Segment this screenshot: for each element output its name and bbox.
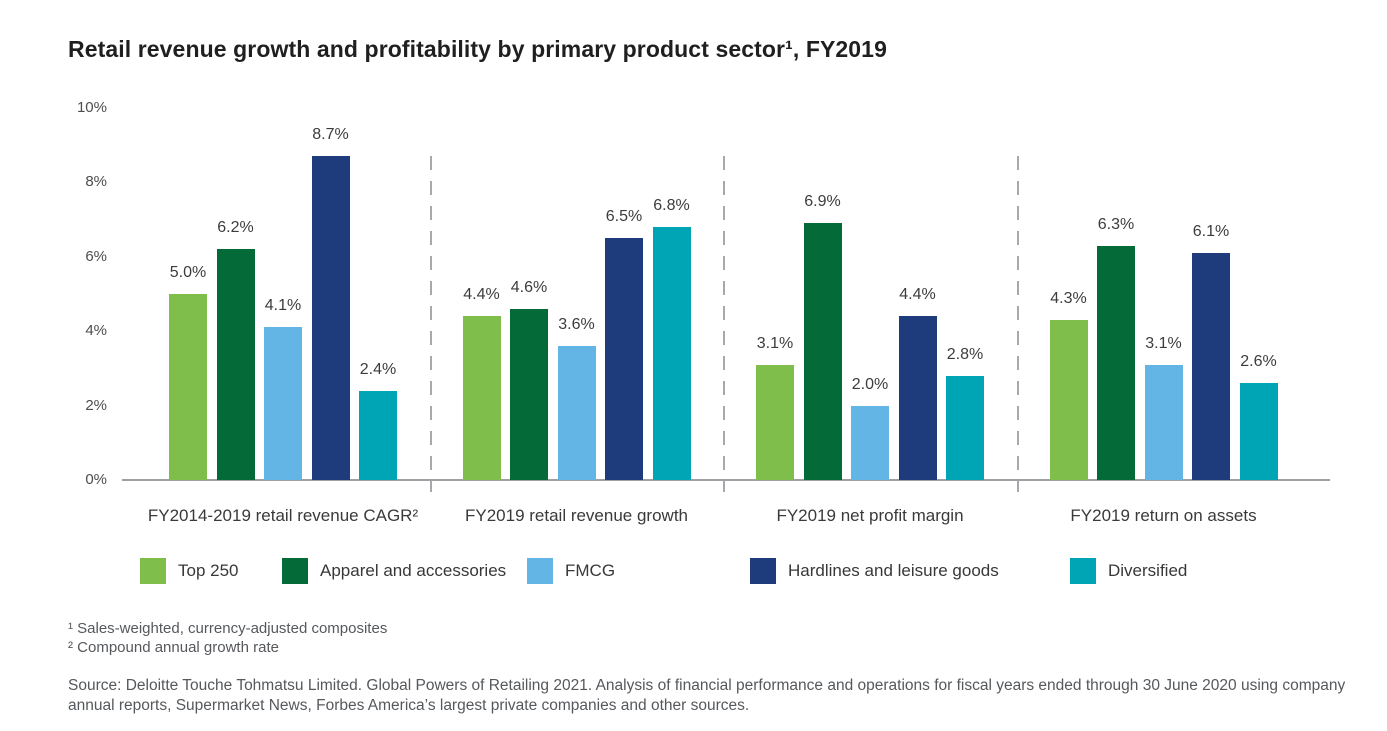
legend-label: Diversified — [1108, 561, 1188, 580]
legend: Top 250 Apparel and accessories FMCG Hardli… — [0, 558, 1387, 586]
chart-title: Retail revenue growth and profitability … — [68, 36, 887, 62]
y-tick-label: 10% — [76, 99, 107, 116]
value-label: 4.4% — [463, 286, 500, 303]
legend-swatch-top-250 — [140, 558, 166, 584]
category-label: FY2019 net profit margin — [776, 506, 964, 525]
bar-fmcg — [264, 327, 302, 480]
legend-label: Hardlines and leisure goods — [788, 561, 999, 580]
legend-label: FMCG — [565, 561, 616, 580]
bar-apparel-and-accessories — [803, 223, 842, 480]
legend-swatch-hardlines-and-leisure-goods — [750, 558, 776, 584]
source-note: Source: Deloitte Touche Tohmatsu Limited… — [68, 677, 1346, 714]
footnote-1: ¹ Sales-weighted, currency-adjusted comp… — [68, 620, 388, 637]
value-label: 5.0% — [169, 264, 207, 281]
bar-apparel-and-accessories — [216, 249, 255, 480]
value-label: 6.1% — [1192, 223, 1230, 240]
legend-label: Apparel and accessories — [320, 561, 507, 580]
value-label: 8.7% — [312, 126, 349, 143]
bar-diversified — [652, 227, 691, 480]
value-label: 6.2% — [217, 219, 254, 236]
bar-fmcg — [1144, 365, 1183, 480]
bar-hardlines-and-leisure-goods — [311, 156, 350, 480]
group-separator — [723, 156, 725, 492]
value-label: 2.0% — [851, 376, 889, 393]
value-label: 2.4% — [359, 361, 397, 378]
category-label: FY2014-2019 retail revenue CAGR² — [147, 506, 419, 525]
value-label: 6.3% — [1097, 216, 1135, 233]
bar-apparel-and-accessories — [1097, 246, 1135, 480]
category-label: FY2019 retail revenue growth — [464, 506, 689, 525]
bar-diversified — [359, 391, 397, 480]
y-tick-label: 6% — [85, 247, 107, 265]
bar-diversified — [946, 376, 984, 480]
value-label: 4.1% — [264, 297, 302, 314]
bar-fmcg — [557, 346, 596, 480]
value-label: 3.6% — [558, 316, 595, 333]
bar-hardlines-and-leisure-goods — [898, 316, 937, 480]
bar-diversified — [1239, 383, 1278, 480]
value-label: 3.1% — [1145, 335, 1182, 352]
bar-top-250 — [462, 316, 501, 480]
value-label: 4.3% — [1050, 290, 1087, 307]
value-label: 2.8% — [946, 346, 984, 363]
bar-hardlines-and-leisure-goods — [605, 238, 643, 480]
value-label: 6.9% — [804, 193, 841, 210]
footnote-2: ² Compound annual growth rate — [68, 639, 279, 656]
legend-swatch-fmcg — [527, 558, 553, 584]
group-separator — [1017, 156, 1019, 492]
legend-label: Top 250 — [178, 561, 239, 580]
value-label: 6.5% — [605, 208, 643, 225]
bar-hardlines-and-leisure-goods — [1192, 253, 1230, 480]
value-label: 4.4% — [899, 286, 936, 303]
footnotes: ¹ Sales-weighted, currency-adjusted comp… — [68, 619, 387, 657]
bar-fmcg — [851, 406, 889, 480]
bar-top-250 — [169, 294, 207, 480]
group-separator — [430, 156, 432, 492]
legend-swatch-apparel-and-accessories — [282, 558, 308, 584]
value-label: 4.6% — [510, 279, 548, 296]
bar-top-250 — [756, 365, 794, 480]
bar-apparel-and-accessories — [510, 309, 548, 480]
value-label: 2.6% — [1240, 353, 1277, 370]
y-tick-label: 2% — [85, 396, 107, 414]
legend-swatch-diversified — [1070, 558, 1096, 584]
y-tick-label: 8% — [85, 173, 107, 191]
category-label: FY2019 return on assets — [1070, 506, 1257, 525]
x-axis-line — [122, 479, 1330, 481]
bar-top-250 — [1049, 320, 1088, 480]
y-tick-label: 4% — [85, 322, 107, 340]
value-label: 3.1% — [756, 335, 794, 352]
value-label: 6.8% — [653, 197, 690, 214]
y-tick-label: 0% — [85, 471, 107, 488]
